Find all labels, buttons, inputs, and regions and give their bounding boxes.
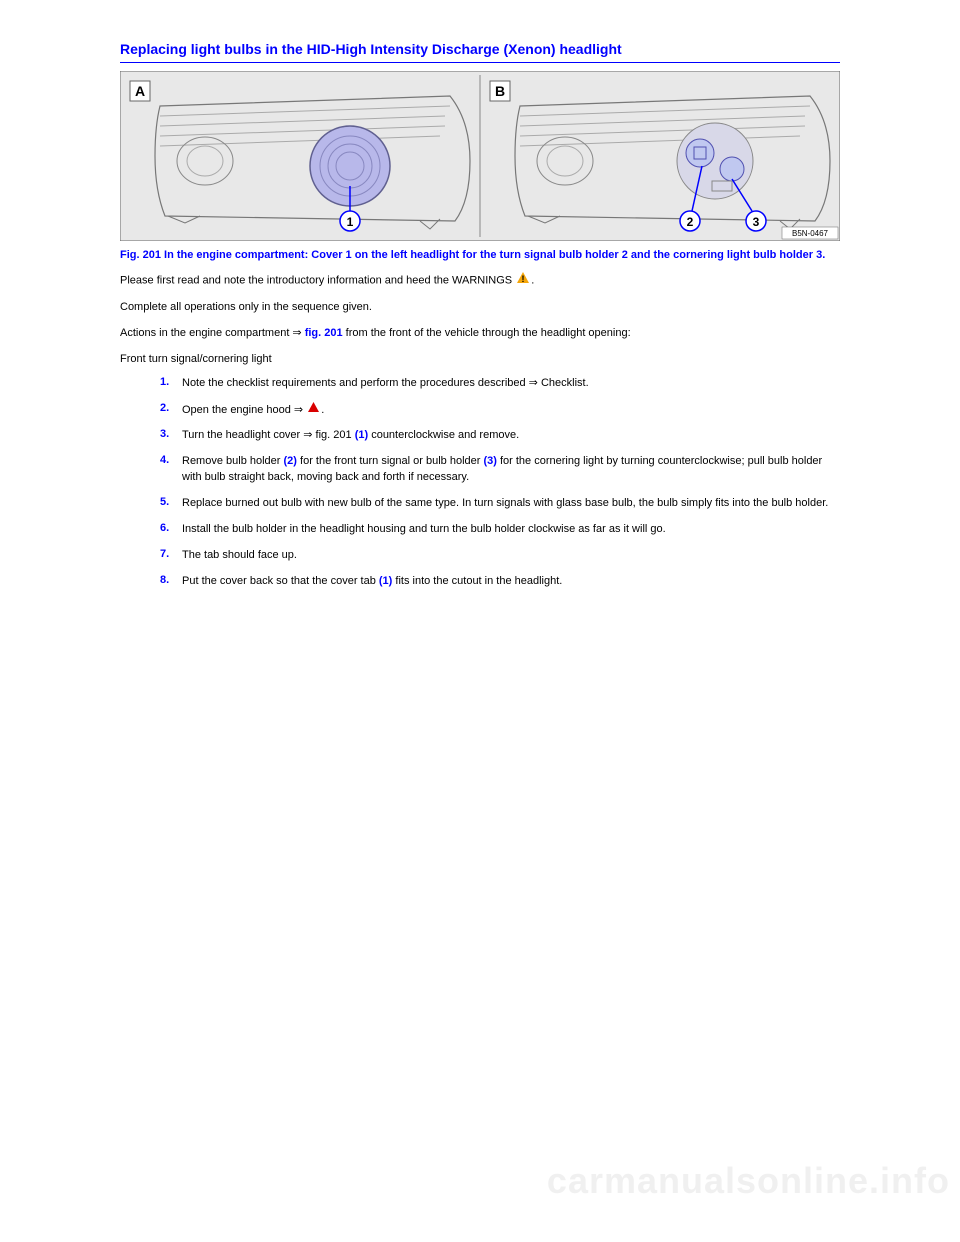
step-8-b: fits into the cutout in the headlight. [392,575,562,587]
step-body-7: The tab should face up. [182,548,840,564]
figure-code: B5N-0467 [792,229,829,238]
step-num-6: 6. [160,522,182,534]
svg-text:!: ! [522,274,525,283]
page-title: Replacing light bulbs in the HID-High In… [120,40,840,60]
danger-triangle-icon [308,402,319,418]
step-2-b: . [321,403,324,415]
step-2-a: Open the engine hood ⇒ [182,403,306,415]
fig-ref-201[interactable]: fig. 201 [305,327,343,339]
step-num-1: 1. [160,376,182,388]
step-7: 7. The tab should face up. [160,548,840,564]
step-8-a: Put the cover back so that the cover tab [182,575,379,587]
figure-label-a: A [135,83,145,99]
ref-4-1: (2) [284,455,297,467]
p3-b: from the front of the vehicle through th… [343,327,631,339]
step-1: 1. Note the checklist requirements and p… [160,376,840,392]
title-divider [120,62,840,63]
ref-3-1: (1) [355,429,368,441]
warning-triangle-icon: ! [517,272,529,289]
step-4-a: Remove bulb holder [182,455,284,467]
step-num-5: 5. [160,496,182,508]
ref-4-2: (3) [483,455,496,467]
callout-3: 3 [753,215,760,229]
intro-para-3: Actions in the engine compartment ⇒ fig.… [120,326,840,342]
step-4: 4. Remove bulb holder (2) for the front … [160,454,840,486]
figure-201: A 1 B [120,71,840,241]
figure-caption: Fig. 201 In the engine compartment: Cove… [120,248,840,263]
ref-8-1: (1) [379,575,392,587]
intro-text-1: Please first read and note the introduct… [120,275,512,287]
step-6: 6. Install the bulb holder in the headli… [160,522,840,538]
step-3-a: Turn the headlight cover ⇒ fig. 201 [182,429,355,441]
step-body-6: Install the bulb holder in the headlight… [182,522,840,538]
step-num-7: 7. [160,548,182,560]
callout-2: 2 [687,215,694,229]
step-2: 2. Open the engine hood ⇒ . [160,402,840,419]
callout-1: 1 [347,215,354,229]
step-num-4: 4. [160,454,182,466]
figure-label-b: B [495,83,505,99]
step-5: 5. Replace burned out bulb with new bulb… [160,496,840,512]
step-3-b: counterclockwise and remove. [368,429,519,441]
steps-list: 1. Note the checklist requirements and p… [160,376,840,590]
intro-para-2: Complete all operations only in the sequ… [120,300,840,316]
step-body-5: Replace burned out bulb with new bulb of… [182,496,840,512]
intro-para-1: Please first read and note the introduct… [120,272,840,289]
step-body-1: Note the checklist requirements and perf… [182,376,840,392]
step-num-2: 2. [160,402,182,414]
watermark: carmanualsonline.info [0,1160,960,1202]
steps-heading: Front turn signal/cornering light [120,352,840,368]
step-3: 3. Turn the headlight cover ⇒ fig. 201 (… [160,428,840,444]
step-num-3: 3. [160,428,182,440]
step-8: 8. Put the cover back so that the cover … [160,574,840,590]
p3-a: Actions in the engine compartment ⇒ [120,327,305,339]
step-4-b: for the front turn signal or bulb holder [297,455,484,467]
step-num-8: 8. [160,574,182,586]
